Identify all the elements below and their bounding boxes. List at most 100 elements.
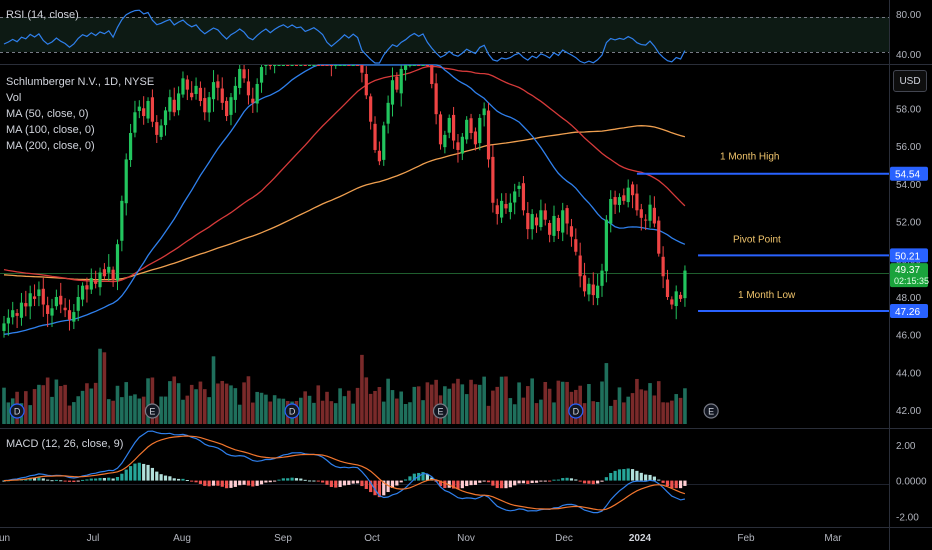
ma100-legend[interactable]: MA (100, close, 0)	[6, 124, 95, 136]
candle-body	[574, 239, 578, 252]
candle-body	[133, 112, 137, 133]
candle-body	[670, 299, 674, 305]
volume-bar	[172, 376, 177, 424]
candle-body	[351, 65, 355, 66]
level-label: 1 Month Low	[738, 290, 796, 301]
badge-bg	[890, 303, 928, 318]
candle-body	[163, 110, 168, 126]
candle-body	[521, 183, 526, 211]
macd-histogram-bar	[403, 479, 408, 481]
marker-circle	[432, 403, 449, 419]
macd-title[interactable]: MACD (12, 26, close, 9)	[6, 438, 124, 450]
macd-histogram-bar	[526, 480, 530, 484]
macd-histogram-bar	[216, 480, 220, 486]
volume-bar	[316, 385, 321, 424]
candle-body	[609, 198, 613, 224]
candle-body	[67, 310, 72, 320]
volume-bar	[451, 383, 456, 424]
candle-body	[495, 205, 499, 215]
time-axis-tick: Dec	[555, 533, 573, 544]
candle-body	[50, 308, 54, 316]
macd-histogram-bar	[644, 474, 648, 481]
volume-legend[interactable]: Vol	[6, 92, 22, 104]
candle-body	[530, 214, 534, 230]
currency-button[interactable]: USD	[893, 70, 927, 92]
volume-bar	[434, 379, 438, 424]
candle-body	[587, 283, 591, 295]
last-price-bg	[890, 263, 928, 288]
bar-countdown: 02:15:35	[894, 276, 929, 286]
price-axis[interactable]: 80.0040.0058.0056.0054.0052.0050.0048.00…	[890, 10, 929, 523]
volume-bar	[429, 384, 434, 424]
macd-histogram-bar	[630, 469, 635, 481]
macd-pane[interactable]	[0, 430, 889, 514]
price-axis-tick: 48.00	[896, 293, 921, 304]
candle-body	[6, 317, 10, 324]
volume-bar	[652, 395, 657, 424]
volume-bar	[416, 386, 421, 424]
macd-histogram-bar	[521, 480, 526, 484]
symbol-title[interactable]: Schlumberger N.V., 1D, NYSE	[6, 76, 155, 88]
badge-text: 54.54	[895, 170, 920, 181]
macd-histogram-bar	[290, 477, 294, 481]
candle-body	[399, 68, 403, 94]
candle-body	[596, 285, 600, 299]
candle-body	[617, 197, 622, 206]
candle-body	[172, 99, 176, 113]
volume-bar	[342, 396, 347, 424]
candle-body	[11, 310, 15, 318]
volume-bar	[595, 401, 600, 424]
macd-histogram-bar	[578, 480, 582, 482]
time-axis[interactable]: Jun Jul Aug Sep Oct Nov Dec 2024 Feb Mar	[0, 533, 842, 544]
candle-body	[194, 85, 198, 94]
candle-body	[268, 65, 272, 66]
volume-bar	[168, 381, 172, 424]
ma200-legend[interactable]: MA (200, close, 0)	[6, 140, 95, 152]
candle-body	[216, 81, 220, 88]
candle-body	[255, 83, 259, 104]
macd-histogram-bar	[534, 480, 539, 483]
macd-histogram-bar	[72, 480, 76, 483]
candle-body	[421, 65, 425, 66]
rsi-pane[interactable]	[0, 9, 889, 64]
volume-bar	[106, 399, 111, 424]
macd-histogram-bar	[190, 480, 194, 482]
macd-histogram-bar	[482, 480, 486, 482]
macd-histogram-bar	[486, 480, 491, 483]
price-pane[interactable]: D E D E D E 1 Month High Pivot Point 1 Month Lo…	[0, 64, 889, 424]
volume-bar	[539, 399, 543, 424]
macd-histogram-bar	[657, 479, 661, 481]
macd-histogram-bar	[377, 480, 381, 498]
volume-bar	[189, 384, 194, 424]
candle-body	[46, 305, 50, 314]
candle-body	[434, 83, 438, 115]
candle-body	[329, 65, 333, 66]
candle-body	[582, 275, 587, 292]
candle-body	[312, 65, 316, 66]
volume-bar	[491, 390, 495, 424]
macd-histogram-bar	[211, 480, 216, 486]
volume-bar	[111, 400, 115, 424]
volume-bar	[224, 383, 229, 424]
time-axis-tick: Feb	[737, 533, 755, 544]
macd-histogram-bar	[80, 479, 85, 481]
volume-bar	[198, 381, 203, 424]
volume-bar	[115, 385, 120, 424]
candle-body	[2, 323, 6, 331]
marker-label: D	[14, 407, 21, 417]
ma50-legend[interactable]: MA (50, close, 0)	[6, 108, 89, 120]
marker-label: E	[437, 407, 443, 417]
candle-body	[469, 118, 473, 134]
candle-body	[238, 68, 242, 88]
candle-body	[102, 269, 106, 277]
macd-histogram-bar	[382, 480, 386, 496]
macd-histogram-bar	[408, 476, 412, 481]
candle-body	[412, 65, 416, 66]
volume-bar	[259, 392, 264, 424]
volume-bar	[517, 382, 521, 424]
macd-histogram-bar	[596, 480, 600, 484]
candle-body	[552, 215, 556, 236]
macd-histogram-bar	[447, 480, 451, 488]
